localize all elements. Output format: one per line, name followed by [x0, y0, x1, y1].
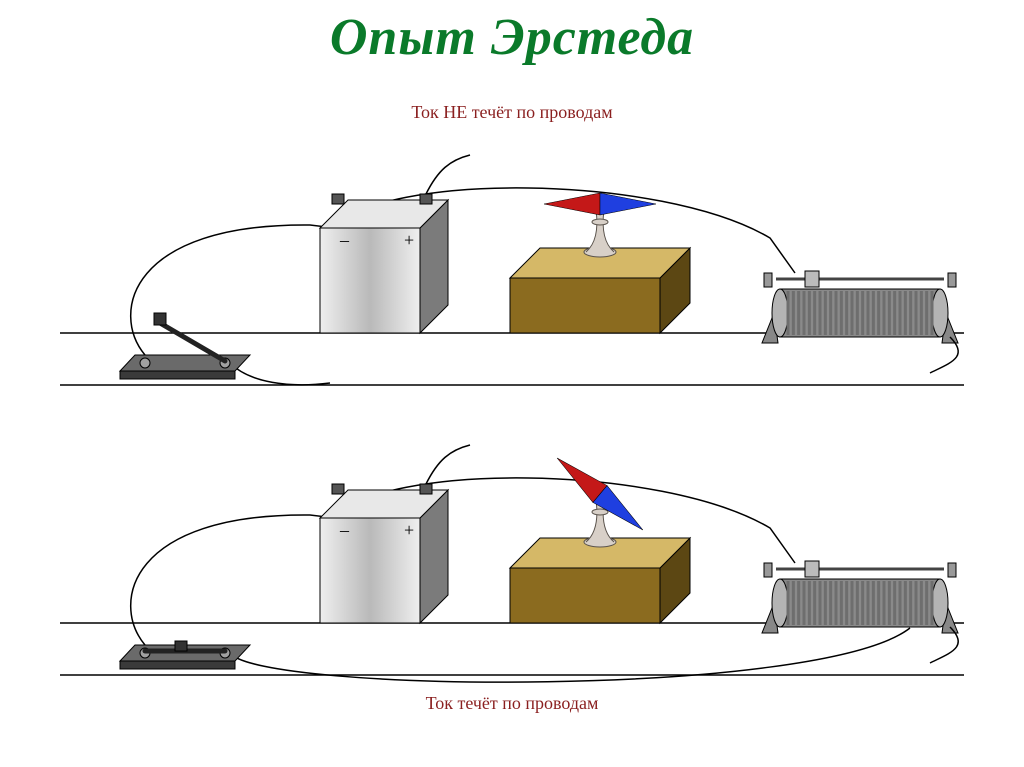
page-title: Опыт Эрстеда [0, 8, 1024, 67]
rheostat [762, 271, 958, 373]
caption-top: Ток НЕ течёт по проводам [0, 102, 1024, 123]
rheostat [762, 561, 958, 663]
switch [120, 641, 250, 669]
svg-text:–: – [339, 520, 350, 540]
svg-text:+: + [404, 230, 414, 250]
scene-current: –+ [60, 413, 964, 713]
scene-no-current: –+ [60, 123, 964, 423]
svg-text:+: + [404, 520, 414, 540]
compass-box [510, 449, 690, 622]
battery: –+ [320, 445, 470, 623]
compass-box [510, 193, 690, 333]
battery: –+ [320, 155, 470, 333]
compass-needle [544, 193, 656, 215]
svg-text:–: – [339, 230, 350, 250]
